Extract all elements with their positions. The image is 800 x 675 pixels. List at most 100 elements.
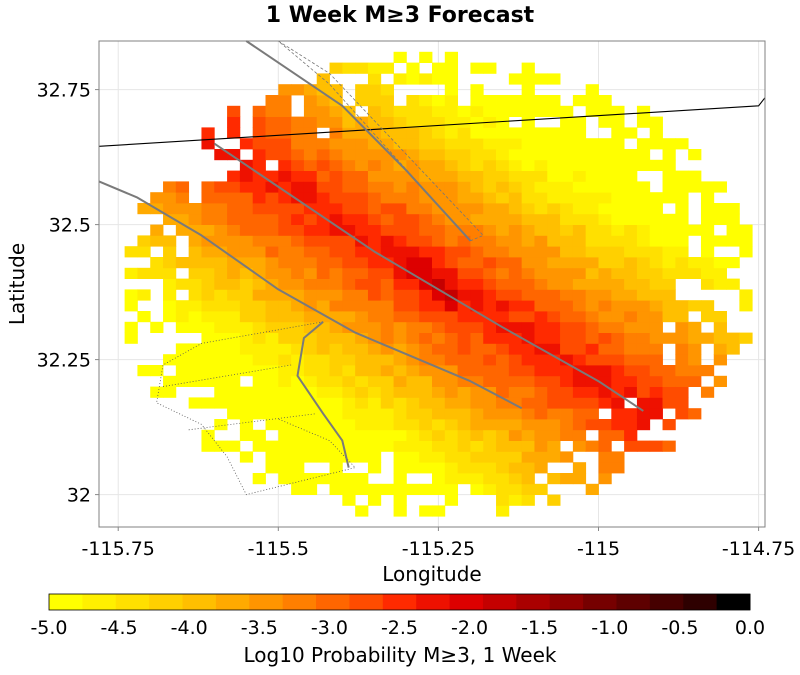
heatmap-cell [355, 257, 369, 269]
heatmap-cell [124, 267, 138, 279]
heatmap-cell [624, 354, 638, 366]
heatmap-cell [483, 278, 497, 290]
heatmap-cell [393, 278, 407, 290]
heatmap-cell [457, 203, 471, 215]
heatmap-cell [291, 397, 305, 409]
y-axis-label: Latitude [5, 243, 29, 325]
heatmap-cell [316, 257, 330, 269]
heatmap-cell [508, 462, 523, 474]
heatmap-cell [457, 213, 471, 225]
heatmap-cell [367, 397, 382, 409]
heatmap-cell [636, 311, 651, 323]
heatmap-cell [585, 419, 599, 431]
heatmap-cell [675, 257, 689, 269]
heatmap-cell [572, 440, 587, 452]
heatmap-cell [252, 246, 266, 258]
heatmap-cell [457, 365, 471, 377]
heatmap-cell [624, 235, 638, 247]
heatmap-cell [432, 181, 446, 193]
heatmap-cell [521, 73, 535, 85]
heatmap-cell [342, 278, 356, 290]
heatmap-cell [726, 213, 740, 225]
heatmap-cell [662, 278, 676, 290]
heatmap-cell [406, 365, 420, 377]
heatmap-cell [227, 408, 241, 420]
heatmap-cell [457, 159, 471, 171]
heatmap-cell [239, 408, 254, 420]
heatmap-cell [508, 73, 523, 85]
heatmap-cell [560, 451, 574, 463]
heatmap-cell [585, 354, 599, 366]
heatmap-cell [457, 354, 471, 366]
colorbar-swatch [716, 594, 751, 610]
heatmap-cell [278, 375, 292, 387]
heatmap-cell [265, 235, 279, 247]
heatmap-cell [534, 159, 548, 171]
heatmap-cell [278, 386, 292, 398]
heatmap-cell [367, 408, 382, 420]
x-axis-ticks: -115.75 -115.5 -115.25 -115 -114.75 [82, 527, 795, 560]
heatmap-cell [316, 429, 330, 441]
heatmap-cell [700, 235, 715, 247]
heatmap-cell [239, 332, 254, 344]
heatmap-cell [303, 397, 318, 409]
heatmap-cell [227, 289, 241, 301]
heatmap-cell [444, 257, 459, 269]
heatmap-cell [278, 462, 292, 474]
heatmap-cell [508, 473, 523, 485]
heatmap-cell [150, 257, 164, 269]
heatmap-cell [688, 149, 702, 161]
heatmap-cell [457, 267, 471, 279]
heatmap-cell [239, 289, 254, 301]
heatmap-cell [393, 289, 407, 301]
heatmap-cell [419, 73, 433, 85]
heatmap-cell [662, 440, 676, 452]
heatmap-cell [265, 300, 279, 312]
heatmap-cell [470, 462, 484, 474]
heatmap-cell [393, 429, 407, 441]
heatmap-cell [624, 343, 638, 355]
heatmap-cell [649, 246, 663, 258]
heatmap-cell [316, 246, 330, 258]
heatmap-cell [496, 138, 510, 150]
heatmap-cell [367, 300, 382, 312]
heatmap-cell [265, 397, 279, 409]
heatmap-cell [303, 116, 318, 128]
heatmap-cell [547, 332, 561, 344]
heatmap-cell [598, 375, 612, 387]
heatmap-cell [367, 343, 382, 355]
heatmap-cell [611, 170, 625, 182]
heatmap-cell [355, 84, 369, 96]
colorbar-swatch [249, 594, 284, 610]
heatmap-cell [457, 419, 471, 431]
heatmap-cell [380, 181, 394, 193]
heatmap-cell [291, 84, 305, 96]
heatmap-cell [444, 451, 459, 463]
heatmap-cell [380, 95, 394, 107]
heatmap-cell [598, 419, 612, 431]
heatmap-cell [675, 321, 689, 333]
heatmap-cell [137, 203, 151, 215]
heatmap-cell [521, 95, 535, 107]
heatmap-cell [675, 332, 689, 344]
heatmap-cell [252, 440, 266, 452]
heatmap-cell [316, 300, 330, 312]
heatmap-cell [291, 224, 305, 236]
heatmap-cell [252, 278, 266, 290]
heatmap-cell [393, 505, 407, 517]
heatmap-cell [214, 289, 228, 301]
heatmap-cell [201, 192, 215, 204]
heatmap-cell [457, 192, 471, 204]
heatmap-cell [291, 192, 305, 204]
heatmap-cell [624, 375, 638, 387]
heatmap-cell [188, 354, 202, 366]
heatmap-cell [239, 138, 254, 150]
heatmap-cell [188, 257, 202, 269]
heatmap-cell [713, 203, 727, 215]
heatmap-cell [457, 170, 471, 182]
heatmap-cell [521, 170, 535, 182]
heatmap-cell [547, 267, 561, 279]
heatmap-cell [201, 354, 215, 366]
heatmap-cell [636, 246, 651, 258]
heatmap-cell [662, 365, 676, 377]
